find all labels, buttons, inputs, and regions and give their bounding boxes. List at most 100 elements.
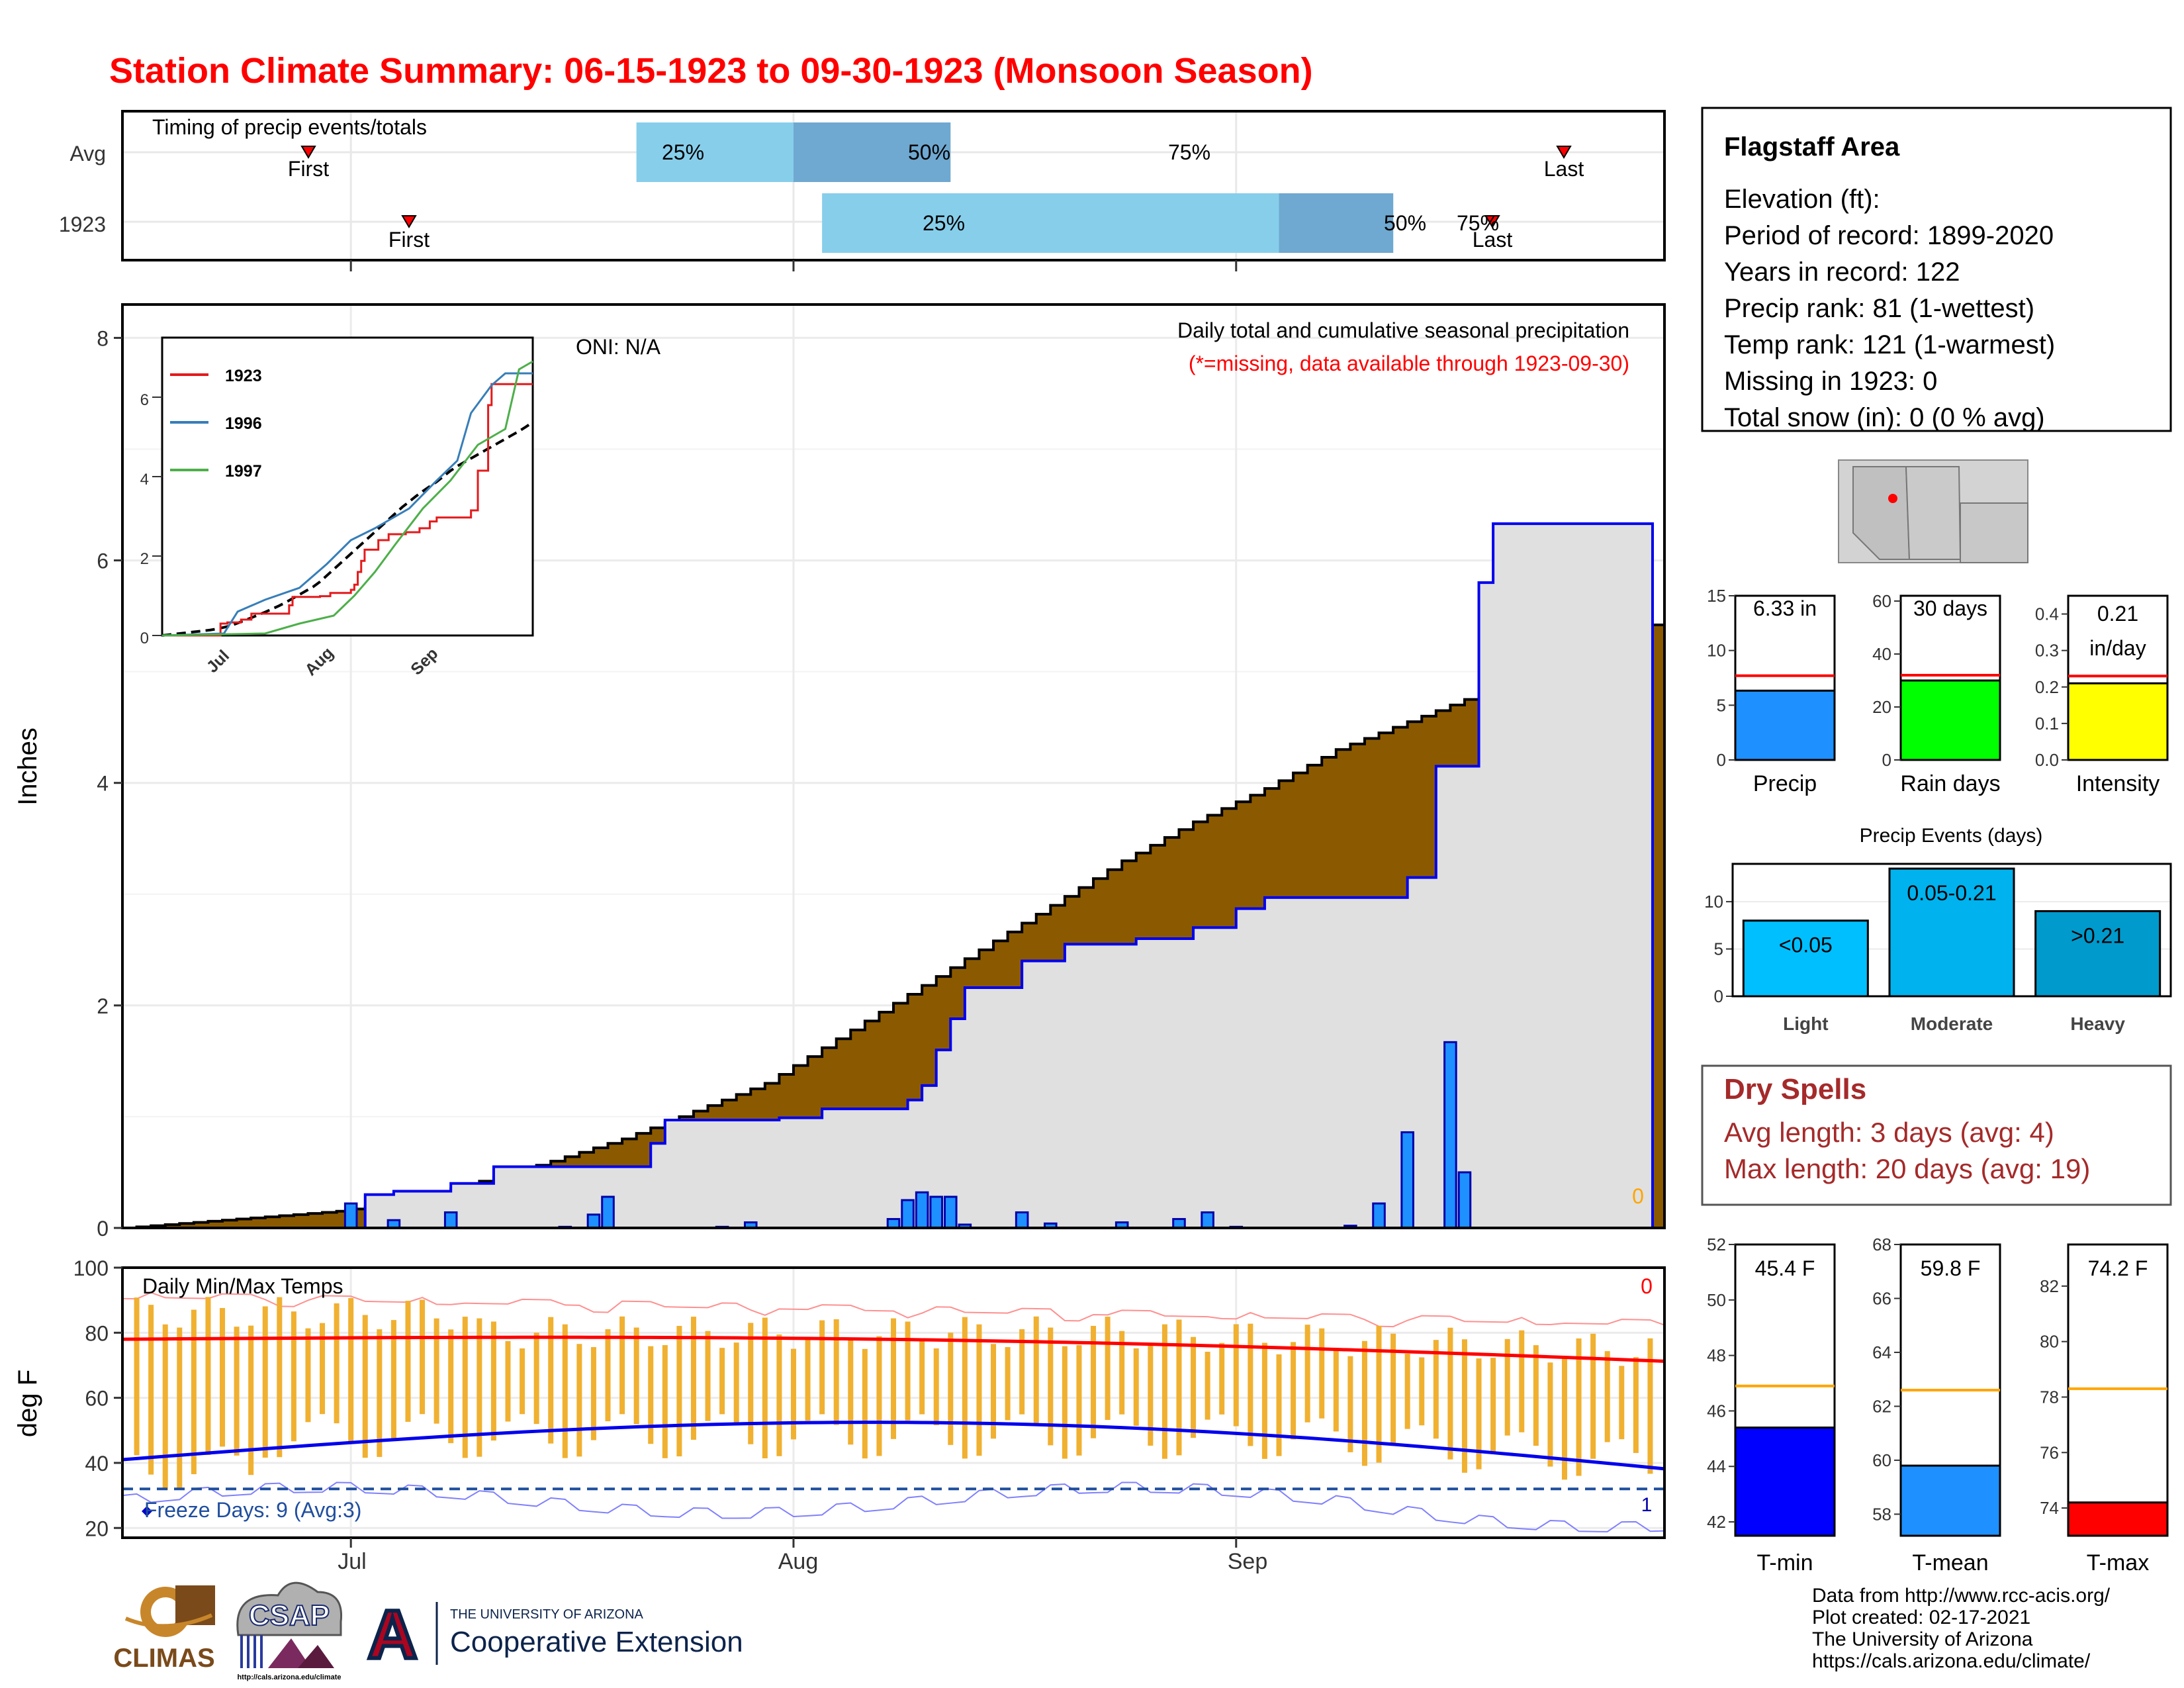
daily-temp-bar (819, 1320, 825, 1415)
new-mexico-outline (1905, 466, 1962, 560)
daily-temp-bar (1333, 1348, 1339, 1432)
avg-p25-label: 25% (662, 140, 704, 164)
daily-temp-bar (1233, 1324, 1239, 1427)
avg-first-label: First (288, 157, 329, 181)
temp-bar-value-label: 74.2 F (2088, 1256, 2148, 1280)
daily-temp-bar (933, 1348, 939, 1426)
year-p75-label: 75% (1457, 211, 1499, 235)
daily-temp-bar (919, 1341, 925, 1415)
events-ytick-label: 0 (1714, 986, 1723, 1006)
daily-temp-bar (177, 1327, 183, 1490)
daily-temp-bar (1476, 1358, 1482, 1470)
daily-temp-bar (1091, 1325, 1097, 1438)
daily-temp-bar (748, 1323, 754, 1444)
daily-temp-bar (320, 1323, 326, 1415)
station-info-box: Flagstaff Area Elevation (ft): Period of… (1701, 107, 2172, 432)
temp-bottom-count: 1 (1641, 1494, 1653, 1516)
events-frame-outline (1731, 863, 2172, 998)
mini-bar-category-label: Intensity (2076, 771, 2160, 796)
temp-bar-frame (2067, 1243, 2169, 1537)
inset-line-1997 (161, 360, 533, 637)
daily-temp-bar (477, 1318, 482, 1457)
avg-p50-label: 50% (908, 140, 950, 164)
daily-temp-bar (205, 1297, 211, 1455)
daily-temp-bar (348, 1297, 354, 1443)
timing-marker (1556, 146, 1572, 159)
timing-bar-upper (793, 122, 951, 182)
daily-temp-bar (1647, 1338, 1653, 1474)
year-last-label: Last (1473, 228, 1513, 252)
mini-bar-value-unit: in/day (2089, 636, 2146, 660)
daily-temp-bar (1447, 1327, 1453, 1460)
daily-temp-bar (662, 1345, 668, 1458)
temp-ytick-label: 80 (85, 1321, 109, 1345)
temp-bar-ytick-label: 76 (2040, 1442, 2059, 1462)
inset-ytick-0: 0 (140, 630, 149, 647)
daily-temp-bar (1347, 1356, 1353, 1452)
events-ytick-label: 10 (1704, 892, 1723, 912)
daily-temp-bar (1433, 1340, 1439, 1439)
daily-precip-bar (886, 1218, 901, 1229)
timing-title: Timing of precip events/totals (152, 115, 427, 139)
seasonal-temp-bars: 42 44 46 48 50 52 45.4 F T-min 58 60 62 64 66 68 59.8 … (1707, 1235, 2169, 1575)
daily-temp-bar (619, 1316, 625, 1415)
footer-line-1: Data from http://www.rcc-acis.org/ (1812, 1585, 2111, 1607)
daily-temp-bar (1547, 1362, 1553, 1467)
daily-temp-bar (505, 1341, 511, 1422)
temp-bar-ytick-label: 68 (1872, 1235, 1891, 1254)
timing-row-year: 1923 (59, 212, 106, 236)
month-tick-jul: Jul (338, 1549, 366, 1574)
mini-bar-category-label: Precip (1753, 771, 1817, 796)
precip-ytick-label: 8 (97, 326, 109, 350)
daily-temp-bar (1191, 1336, 1197, 1438)
station-line-years: Years in record: 122 (1724, 258, 1960, 287)
timing-marker (1484, 215, 1500, 228)
daily-temp-bar (134, 1297, 140, 1456)
daily-temp-bar (976, 1324, 982, 1456)
daily-precip-bar (1015, 1211, 1029, 1229)
mini-bar-ytick-label: 40 (1872, 644, 1891, 664)
daily-precip-bar (901, 1199, 915, 1229)
temp-bar-category-label: T-max (2087, 1550, 2149, 1575)
daily-temp-bar (248, 1325, 254, 1476)
daily-temp-bar (1133, 1348, 1139, 1427)
station-location-dot (1888, 494, 1897, 503)
events-bar-label: <0.05 (1779, 933, 1833, 957)
temp-title: Daily Min/Max Temps (142, 1274, 343, 1298)
precip-panel: 0 2 4 6 8 Inches Daily total and cumulative … (13, 303, 1666, 1241)
csap-wordmark: CSAP (249, 1599, 330, 1632)
csap-url: http://cals.arizona.edu/climate (237, 1673, 341, 1681)
daily-temp-bar (1119, 1331, 1125, 1415)
mini-bar-value-label: 6.33 in (1753, 596, 1817, 620)
daily-temp-bar (148, 1305, 154, 1475)
temp-ytick-label: 40 (85, 1452, 109, 1476)
daily-temp-bar (1376, 1325, 1382, 1463)
daily-temp-bar (1048, 1327, 1054, 1446)
daily-temp-bar (1291, 1342, 1297, 1440)
mini-bar-ytick-label: 10 (1707, 641, 1726, 661)
daily-temp-bar (733, 1342, 739, 1425)
mini-bar-ytick-label: 0 (1717, 750, 1726, 770)
precip-subtitle: (*=missing, data available through 1923-… (1189, 352, 1629, 375)
climas-wordmark: CLIMAS (113, 1644, 214, 1673)
station-line-period: Period of record: 1899-2020 (1724, 221, 2054, 250)
daily-temp-bar (1219, 1342, 1225, 1415)
year-cumulative-area (122, 522, 1654, 1229)
climas-logo: CLIMAS (113, 1585, 215, 1673)
temp-bar-ytick-label: 78 (2040, 1387, 2059, 1407)
mini-bar-value (1734, 689, 1836, 761)
daily-temp-bar (1461, 1339, 1467, 1473)
events-category-label: Light (1783, 1013, 1828, 1034)
events-bar (1742, 919, 1869, 998)
daily-precip-bar (915, 1191, 929, 1229)
ua-top-text: THE UNIVERSITY OF ARIZONA (450, 1607, 644, 1622)
daily-temp-bar (1076, 1345, 1082, 1456)
daily-temp-bar (948, 1333, 954, 1445)
record-low-line (122, 1481, 1665, 1532)
temp-bar-category-label: T-mean (1912, 1550, 1988, 1575)
temp-bar-ytick-label: 82 (2040, 1276, 2059, 1296)
precip-ytick-label: 6 (97, 549, 109, 573)
mini-bar-ytick-label: 5 (1717, 695, 1726, 715)
temp-ytick-label: 60 (85, 1387, 109, 1411)
temp-ytick-label: 100 (73, 1256, 109, 1280)
